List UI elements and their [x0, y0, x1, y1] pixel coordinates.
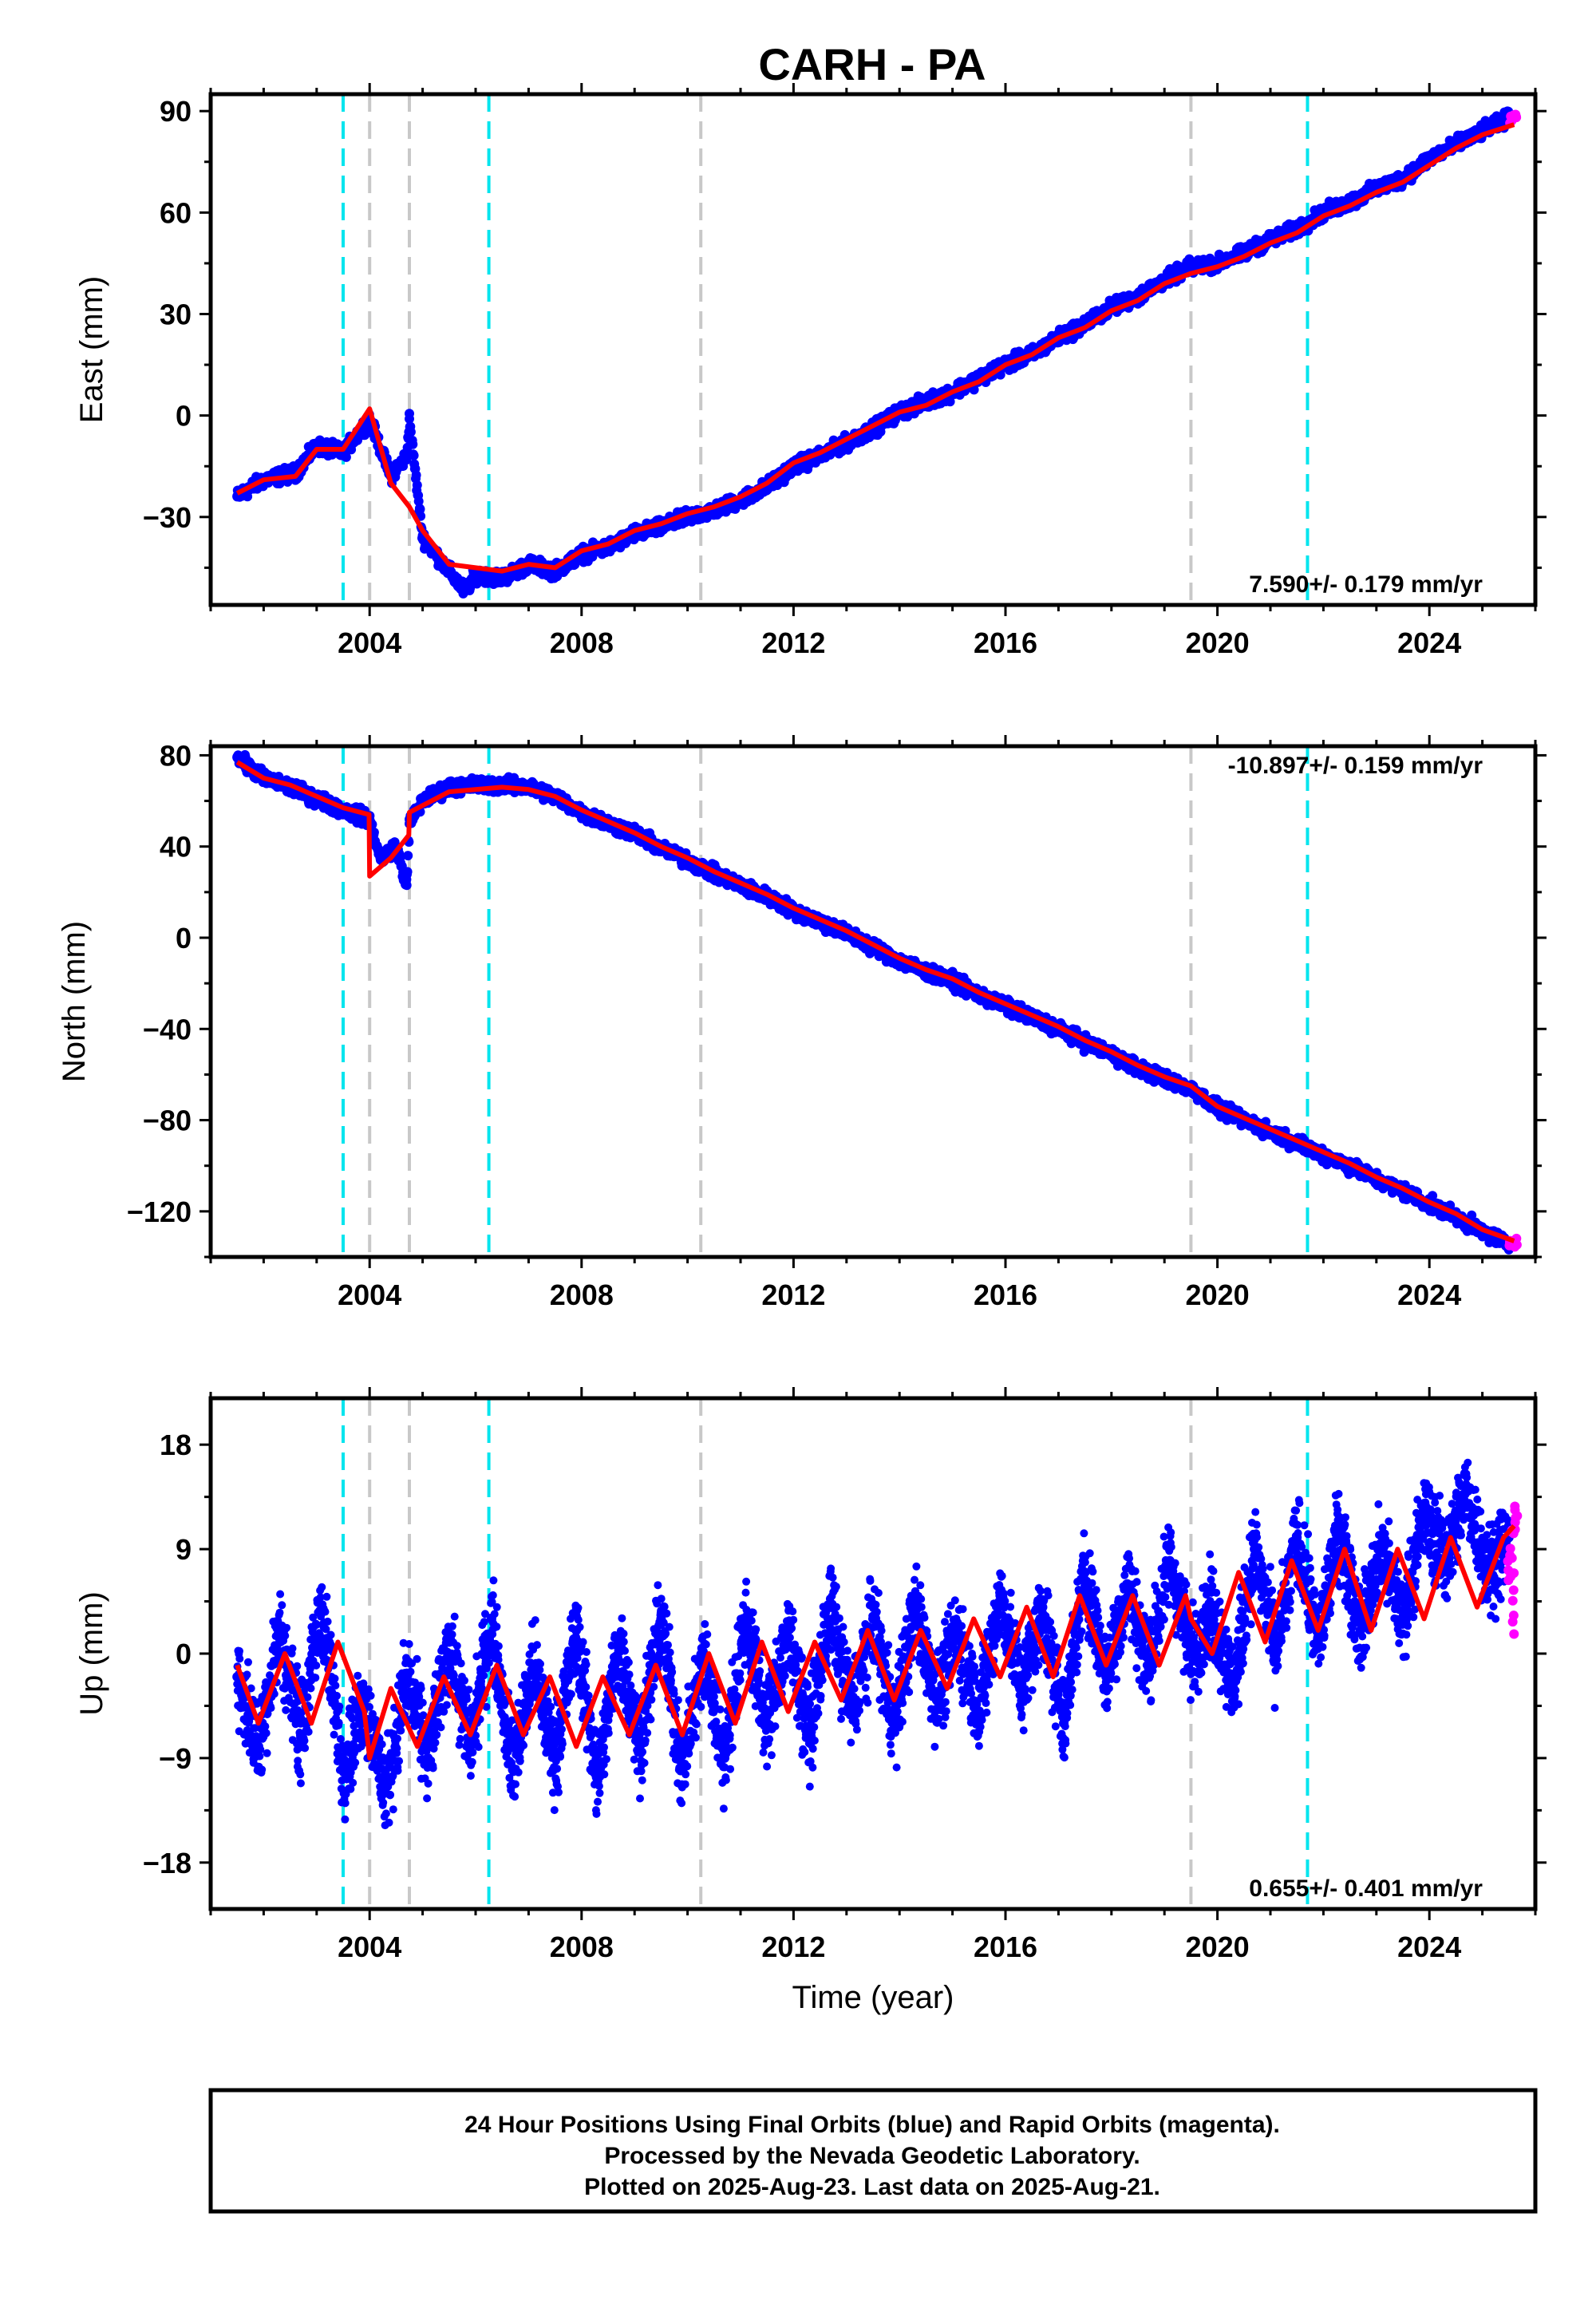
east-final-key-point	[1186, 262, 1196, 272]
east-final-point	[413, 496, 424, 507]
east-final-point	[405, 427, 416, 437]
east-final-point	[411, 470, 421, 480]
east-model-line	[235, 122, 1515, 574]
east-final-point	[409, 450, 419, 460]
east-y-tick-label: −30	[143, 501, 192, 534]
east-plot-area	[232, 94, 1522, 605]
east-final-point	[412, 480, 422, 490]
east-y-axis-label: East (mm)	[74, 276, 109, 423]
east-final-point	[415, 504, 425, 514]
east-rapid-point	[1508, 112, 1519, 122]
east-frame	[208, 92, 1538, 607]
east-x-tick-label: 2024	[1397, 626, 1461, 659]
east-x-tick-label: 2012	[761, 626, 825, 659]
north-final-point	[402, 867, 413, 877]
north-final-point	[369, 828, 379, 837]
north-final-point	[403, 851, 413, 861]
east-final-key-point	[444, 566, 454, 576]
east-y-tick-label: 60	[160, 196, 192, 229]
east-final-key-point	[405, 413, 414, 424]
east-y-tick-label: 90	[160, 95, 192, 128]
north-final-points	[232, 749, 1514, 1255]
chart-title: CARH - PA	[758, 39, 986, 89]
east-x-tick-label: 2004	[338, 626, 401, 659]
east-final-key-point	[497, 573, 508, 583]
east-final-key-point	[471, 569, 480, 579]
east-final-key-point	[401, 451, 412, 461]
north-panel: 2004 2008 2012 2016 2020 202480400−40−80−120N…	[57, 735, 1547, 1311]
east-x-tick-label: 2008	[550, 626, 614, 659]
east-y-tick-label: 30	[160, 298, 192, 330]
east-final-point	[408, 439, 418, 449]
north-plot-area	[232, 746, 1522, 1257]
east-x-tick-label: 2016	[974, 626, 1037, 659]
east-rate-label: 7.590+/- 0.179 mm/yr	[1249, 571, 1483, 598]
east-panel: 2004 2008 2012 2016 2020 2024 90 60 30 0 −30 East (…	[74, 83, 1547, 659]
east-final-point	[995, 370, 1005, 380]
east-x-tick-label: 2020	[1186, 626, 1250, 659]
east-y-tick-label: 0	[176, 400, 192, 433]
east-final-points	[232, 106, 1514, 599]
east-final-key-point	[460, 587, 470, 597]
